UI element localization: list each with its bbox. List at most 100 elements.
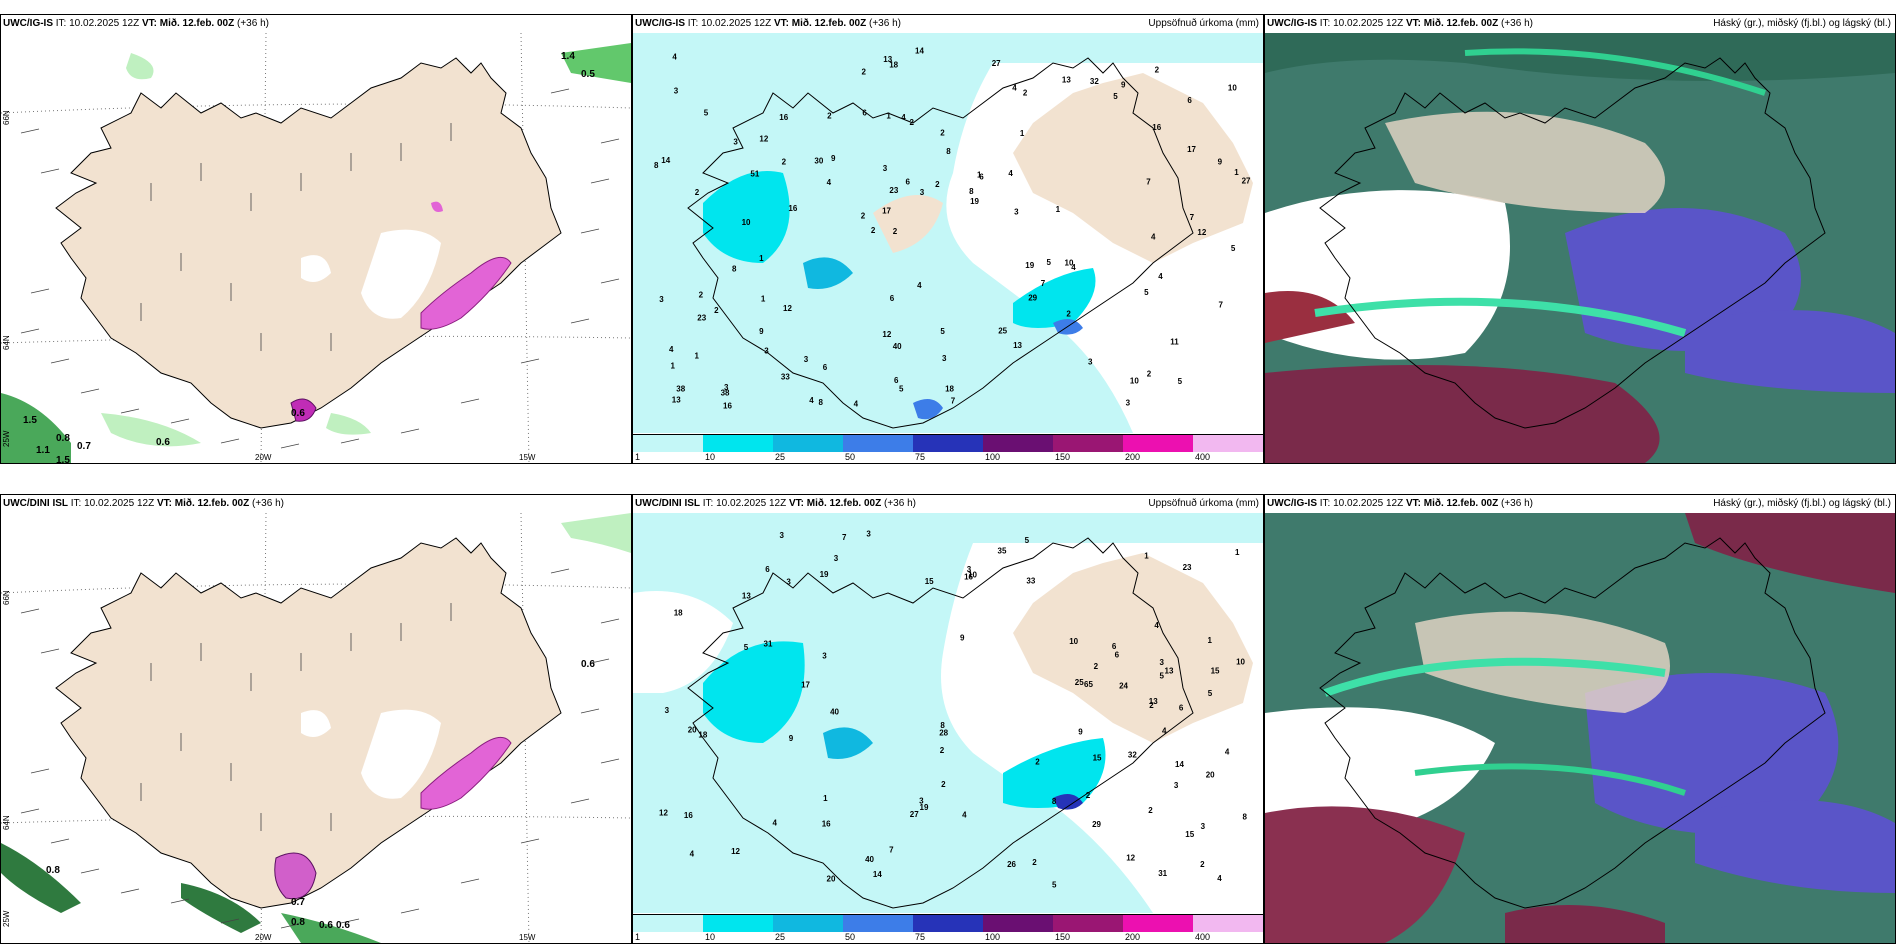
colorbar-segment [983,434,1054,452]
precip-value: 19 [920,803,929,812]
precip-value: 2 [940,746,945,755]
precip-value: 5 [704,109,709,118]
panel-title: Háský (gr.), miðský (fj.bl.) og lágský (… [1713,18,1891,29]
precip-value: 6 [823,363,828,372]
intense-area [274,852,317,900]
precip-value: 6 [894,376,899,385]
colorbar-tick: 200 [1125,452,1141,462]
dry-area [873,195,943,253]
precip-value: 1 [1208,636,1213,645]
cloud-map [1265,513,1895,943]
model-label: UWC/DINI ISL [635,498,700,509]
precip-value: 13 [742,592,751,601]
gust-shading [561,43,631,83]
init-time: IT: 10.02.2025 12Z [1319,498,1404,509]
precip-value: 4 [1154,621,1159,630]
mid-cloud [1585,673,1839,835]
precip-value: 29 [1092,820,1101,829]
colorbar-tick: 100 [985,452,1001,462]
precip-value: 20 [688,726,697,735]
precip-value: 29 [1028,293,1037,302]
green-band [1323,657,1666,697]
iceland-landmass [55,57,562,429]
precip-value: 8 [940,721,945,730]
gust-label: 0.6 [336,920,350,931]
precip-value: 14 [873,870,882,879]
precip-value: 6 [890,294,895,303]
precip-value: 4 [1217,874,1222,883]
lead-time: (+36 h) [884,498,916,509]
iceland-coast [1319,57,1826,429]
precip-value: 3 [883,164,888,173]
precip-value: 6 [1179,704,1184,713]
green-band [1414,763,1686,796]
precip-shading [1013,268,1096,328]
gust-label: 0.8 [291,917,305,928]
precip-value: 2 [1086,791,1091,800]
lead-time: (+36 h) [252,498,284,509]
glacier [301,255,331,282]
precip-value: 1 [886,112,891,121]
precip-value: 4 [917,281,922,290]
precip-value: 16 [964,572,973,581]
colorbar-segment [1193,914,1263,932]
precip-value: 3 [822,651,827,660]
precip-value: 16 [684,811,693,820]
init-time: IT: 10.02.2025 12Z [702,498,787,509]
precip-value: 16 [788,204,797,213]
precip-value: 65 [1084,680,1093,689]
colorbar-segment [633,914,704,932]
panel-header: UWC/DINI ISL IT: 10.02.2025 12Z VT: Mið.… [635,498,916,509]
init-time: IT: 10.02.2025 12Z [55,18,140,29]
gust-shading [1,393,71,463]
precip-value: 5 [1052,881,1057,890]
precip-value: 2 [871,226,876,235]
precip-value: 18 [698,731,707,740]
precip-value: 24 [1119,682,1128,691]
precip-value: 12 [759,135,768,144]
colorbar-tick: 150 [1055,452,1071,462]
precip-value: 10 [742,218,751,227]
precip-value: 40 [865,855,874,864]
precip-value: 18 [945,384,954,393]
precip-value: 23 [1183,563,1192,572]
precip-value: 3 [786,578,791,587]
panel-wind-top: UWC/IG-IS IT: 10.02.2025 12Z VT: Mið. 12… [0,14,632,464]
panel-cloud-bottom: UWC/IG-IS IT: 10.02.2025 12Z VT: Mið. 12… [1264,494,1896,944]
precip-value: 10 [1130,377,1139,386]
precip-value: 2 [695,188,700,197]
precip-value: 5 [1047,258,1052,267]
precip-value: 4 [1012,84,1017,93]
precip-value: 1 [977,170,982,179]
gust-label: 0.7 [77,441,91,452]
iceland-coast [687,57,1194,429]
mid-cloud [1695,800,1895,893]
precip-value: 2 [1094,662,1099,671]
precip-value: 1 [1234,168,1239,177]
panel-header: UWC/DINI ISL IT: 10.02.2025 12Z VT: Mið.… [3,498,284,509]
colorbar-segment [983,914,1054,932]
precip-value: 5 [1025,536,1030,545]
panel-title: Uppsöfnuð úrkoma (mm) [1148,498,1259,509]
precip-shading [703,171,790,263]
iceland-landmass [1013,73,1253,263]
precip-value: 10 [1065,259,1074,268]
precip-value: 2 [1148,806,1153,815]
intense-area [431,201,443,212]
model-label: UWC/IG-IS [1267,18,1317,29]
precip-value: 4 [669,345,674,354]
precip-value: 23 [697,314,706,323]
precip-value: 18 [889,61,898,70]
precip-value: 26 [1007,860,1016,869]
colorbar-tick: 50 [845,452,856,462]
precip-value: 7 [1146,178,1151,187]
precip-value: 1 [761,294,766,303]
iceland-coast [687,537,1194,909]
precip-value: 3 [866,529,871,538]
precip-value: 1 [823,794,828,803]
precip-value: 6 [906,177,911,186]
precip-value: 2 [782,157,787,166]
gust-label: 0.6 [156,437,170,448]
precip-values: 5262131829134645182719171712231613121011… [654,47,1251,411]
precip-value: 3 [1126,398,1131,407]
